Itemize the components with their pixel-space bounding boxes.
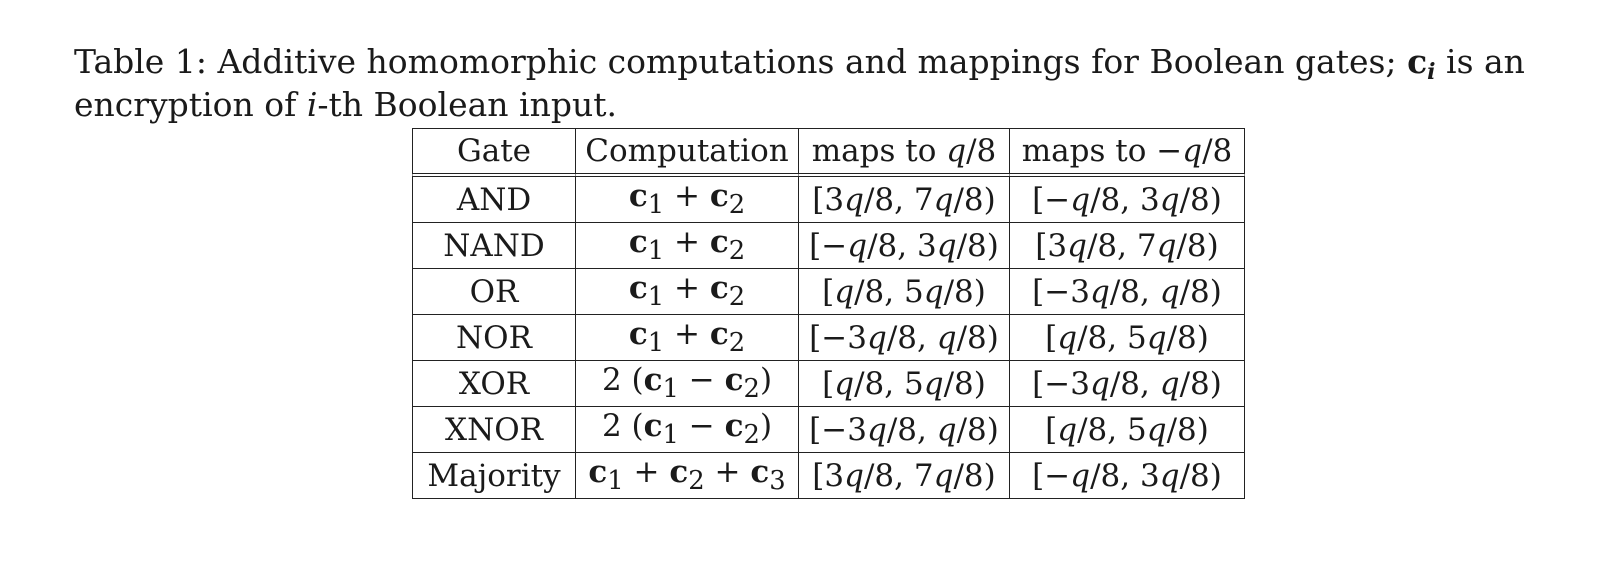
cell-gate: NAND [412, 223, 576, 269]
cell-computation: c1 + c2 [576, 315, 799, 361]
cell-maps-neg: [−3q/8, q/8) [1010, 361, 1245, 407]
caption-text-before: Additive homomorphic computations and ma… [217, 42, 1397, 81]
cell-maps-pos: [−3q/8, q/8) [799, 407, 1010, 453]
cell-gate: Majority [412, 453, 576, 499]
cell-maps-pos: [3q/8, 7q/8) [799, 453, 1010, 499]
cell-gate: XOR [412, 361, 576, 407]
cell-computation: c1 + c2 + c3 [576, 453, 799, 499]
cell-maps-pos: [3q/8, 7q/8) [799, 177, 1010, 223]
table-header-row: Gate Computation maps to q/8 maps to −q/… [412, 128, 1245, 177]
cell-maps-pos: [−3q/8, q/8) [799, 315, 1010, 361]
caption-text-end: -th Boolean input. [317, 85, 617, 124]
table-row: XNOR 2 (c1 − c2) [−3q/8, q/8) [q/8, 5q/8) [412, 407, 1245, 453]
cell-computation: c1 + c2 [576, 177, 799, 223]
table-row: Majority c1 + c2 + c3 [3q/8, 7q/8) [−q/8, 3… [412, 453, 1245, 499]
cell-maps-pos: [q/8, 5q/8) [799, 269, 1010, 315]
header-computation: Computation [576, 128, 799, 177]
cell-maps-neg: [−q/8, 3q/8) [1010, 453, 1245, 499]
table-row: AND c1 + c2 [3q/8, 7q/8) [−q/8, 3q/8) [412, 177, 1245, 223]
cell-computation: 2 (c1 − c2) [576, 407, 799, 453]
table-row: NOR c1 + c2 [−3q/8, q/8) [q/8, 5q/8) [412, 315, 1245, 361]
caption-label: Table 1: [74, 42, 207, 81]
cell-computation: 2 (c1 − c2) [576, 361, 799, 407]
caption-vector-symbol: ci [1407, 42, 1436, 85]
table-row: NAND c1 + c2 [−q/8, 3q/8) [3q/8, 7q/8) [412, 223, 1245, 269]
cell-gate: XNOR [412, 407, 576, 453]
table-caption: Table 1: Additive homomorphic computatio… [74, 40, 1594, 126]
cell-maps-neg: [3q/8, 7q/8) [1010, 223, 1245, 269]
cell-computation: c1 + c2 [576, 223, 799, 269]
cell-maps-neg: [q/8, 5q/8) [1010, 407, 1245, 453]
table-row: XOR 2 (c1 − c2) [q/8, 5q/8) [−3q/8, q/8) [412, 361, 1245, 407]
cell-gate: OR [412, 269, 576, 315]
cell-maps-neg: [q/8, 5q/8) [1010, 315, 1245, 361]
cell-maps-neg: [−q/8, 3q/8) [1010, 177, 1245, 223]
cell-gate: AND [412, 177, 576, 223]
header-maps-neg: maps to −q/8 [1010, 128, 1245, 177]
cell-maps-pos: [q/8, 5q/8) [799, 361, 1010, 407]
gate-mapping-table: Gate Computation maps to q/8 maps to −q/… [412, 128, 1245, 499]
header-gate: Gate [412, 128, 576, 177]
cell-gate: NOR [412, 315, 576, 361]
caption-ordinal-var: i [306, 85, 318, 124]
cell-computation: c1 + c2 [576, 269, 799, 315]
header-maps-pos: maps to q/8 [799, 128, 1010, 177]
cell-maps-neg: [−3q/8, q/8) [1010, 269, 1245, 315]
caption-text-after: is an encryption of [74, 42, 1525, 124]
cell-maps-pos: [−q/8, 3q/8) [799, 223, 1010, 269]
table-row: OR c1 + c2 [q/8, 5q/8) [−3q/8, q/8) [412, 269, 1245, 315]
